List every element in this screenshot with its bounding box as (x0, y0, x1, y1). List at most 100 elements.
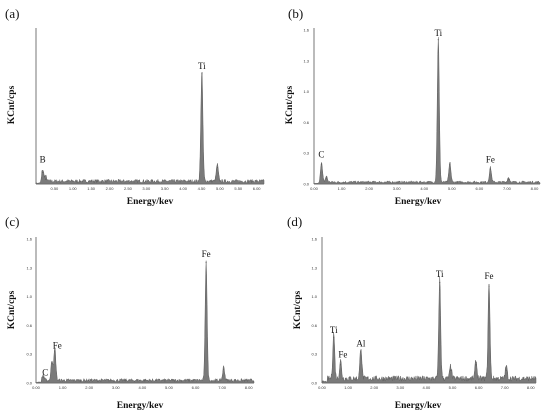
x-tick-label: 4.00 (179, 186, 188, 191)
y-tick-label: 1.0 (26, 294, 32, 299)
y-tick-label: 0.3 (311, 352, 317, 357)
spectrum-series (35, 72, 265, 185)
y-axis-label: KCnt/cps (7, 290, 17, 329)
x-tick-label: 4.50 (198, 186, 207, 191)
x-tick-label: 1.00 (338, 186, 347, 191)
peak-element-label: Fe (485, 271, 494, 281)
peak-element-label: B (40, 155, 46, 165)
peak-point (339, 364, 342, 366)
x-tick-label: 2.00 (106, 186, 115, 191)
x-tick-label: 4.00 (420, 186, 429, 191)
x-tick-label: 1.00 (344, 385, 353, 390)
peak-point (223, 368, 225, 370)
peak-element-label: Fe (202, 249, 211, 259)
spectrum-panel: (d) 0.00 1.00 2.00 3.00 4.00 5.00 6.00 7.00 8.00 1… (287, 214, 537, 411)
peak-element-label: C (42, 368, 48, 378)
peak-point (475, 364, 477, 366)
peak-point (44, 178, 47, 180)
peak-point (325, 177, 327, 179)
x-tick-label: 3.00 (396, 385, 405, 390)
y-tick-label: 0.0 (311, 381, 317, 386)
y-tick-label: 0.0 (26, 381, 32, 386)
x-tick-label: 7.00 (501, 385, 510, 390)
x-axis-label: Energy/kev (395, 197, 442, 207)
peak-element-label: Fe (338, 349, 347, 359)
spectrum-series (321, 276, 537, 384)
peak-element-label: C (318, 150, 324, 160)
x-axis-label: Energy/kev (127, 197, 174, 207)
peak-element-label: Ti (434, 28, 442, 38)
x-tick-label: 2.00 (85, 385, 94, 390)
peak-point (216, 166, 218, 169)
peak-point (437, 39, 439, 41)
spectrum-series (313, 37, 541, 185)
spectrum-panel: (c) 0.00 1.00 2.00 3.00 4.00 5.00 6.00 7.00 8.00 1… (5, 214, 255, 411)
x-tick-label: 0.50 (50, 186, 59, 191)
y-tick-label: 0.6 (26, 323, 32, 328)
x-tick-label: 3.00 (112, 385, 121, 390)
peak-point (201, 73, 203, 75)
x-tick-label: 7.00 (218, 385, 227, 390)
peak-point (505, 369, 507, 371)
x-tick-label: 3.00 (393, 186, 402, 191)
peak-point (489, 168, 491, 170)
spectrum-panel: (a) 0.50 1.00 1.50 2.00 2.50 3.00 3.50 4.00 4.50 5… (5, 6, 265, 207)
peak-point (54, 350, 56, 352)
peak-point (51, 362, 53, 364)
x-tick-label: 5.00 (449, 385, 458, 390)
spectrum-series (35, 260, 255, 384)
peak-element-label: Ti (198, 61, 206, 71)
x-tick-label: 8.00 (531, 186, 540, 191)
panel-label: (a) (5, 6, 19, 21)
y-axis-label: KCnt/cps (293, 290, 303, 329)
x-tick-label: 0.00 (310, 186, 319, 191)
x-tick-label: 3.50 (161, 186, 170, 191)
panel-label: (d) (287, 214, 302, 229)
x-axis-label: Energy/kev (117, 401, 164, 411)
x-tick-label: 6.00 (475, 186, 484, 191)
peak-point (439, 282, 441, 284)
y-tick-label: 0.6 (303, 120, 309, 125)
spectrum-panel: (b) 0.00 1.00 2.00 3.00 4.00 5.00 6.00 7.00 8.00 1… (285, 6, 541, 207)
x-tick-label: 1.50 (87, 186, 96, 191)
x-tick-label: 1.00 (59, 385, 68, 390)
x-tick-label: 6.00 (475, 385, 484, 390)
peak-point (449, 163, 451, 166)
x-tick-label: 2.00 (365, 186, 374, 191)
x-tick-label: 6.00 (253, 186, 262, 191)
x-tick-label: 5.50 (234, 186, 243, 191)
y-tick-label: 1.3 (26, 265, 32, 270)
x-tick-label: 2.50 (124, 186, 133, 191)
peak-point (488, 285, 490, 287)
x-tick-label: 8.00 (527, 385, 536, 390)
peak-point (507, 178, 510, 180)
x-tick-label: 1.00 (69, 186, 78, 191)
peak-element-label: Fe (53, 340, 62, 350)
peak-element-label: Ti (330, 325, 338, 335)
y-tick-label: 1.3 (311, 265, 317, 270)
y-tick-label: 1.3 (303, 58, 309, 63)
peak-point (42, 376, 44, 379)
y-axis-label: KCnt/cps (285, 85, 295, 124)
y-tick-label: 1.0 (303, 89, 309, 94)
x-tick-label: 4.00 (422, 385, 431, 390)
peak-point (333, 336, 335, 338)
x-tick-label: 2.00 (370, 385, 379, 390)
y-tick-label: 0.3 (26, 352, 32, 357)
peak-point (450, 369, 452, 371)
y-axis-label: KCnt/cps (7, 85, 17, 124)
peak-element-label: Ti (436, 269, 444, 279)
x-axis-label: Energy/kev (395, 401, 442, 411)
peak-point (360, 350, 362, 352)
x-tick-label: 5.00 (448, 186, 457, 191)
peak-point (42, 171, 44, 173)
y-tick-label: 0.6 (311, 323, 317, 328)
peak-point (205, 261, 207, 264)
x-tick-label: 5.00 (165, 385, 174, 390)
y-tick-label: 1.6 (303, 28, 309, 33)
panel-label: (c) (5, 214, 19, 229)
x-tick-label: 5.00 (216, 186, 225, 191)
panel-label: (b) (288, 6, 303, 21)
y-tick-label: 1.6 (311, 237, 317, 242)
